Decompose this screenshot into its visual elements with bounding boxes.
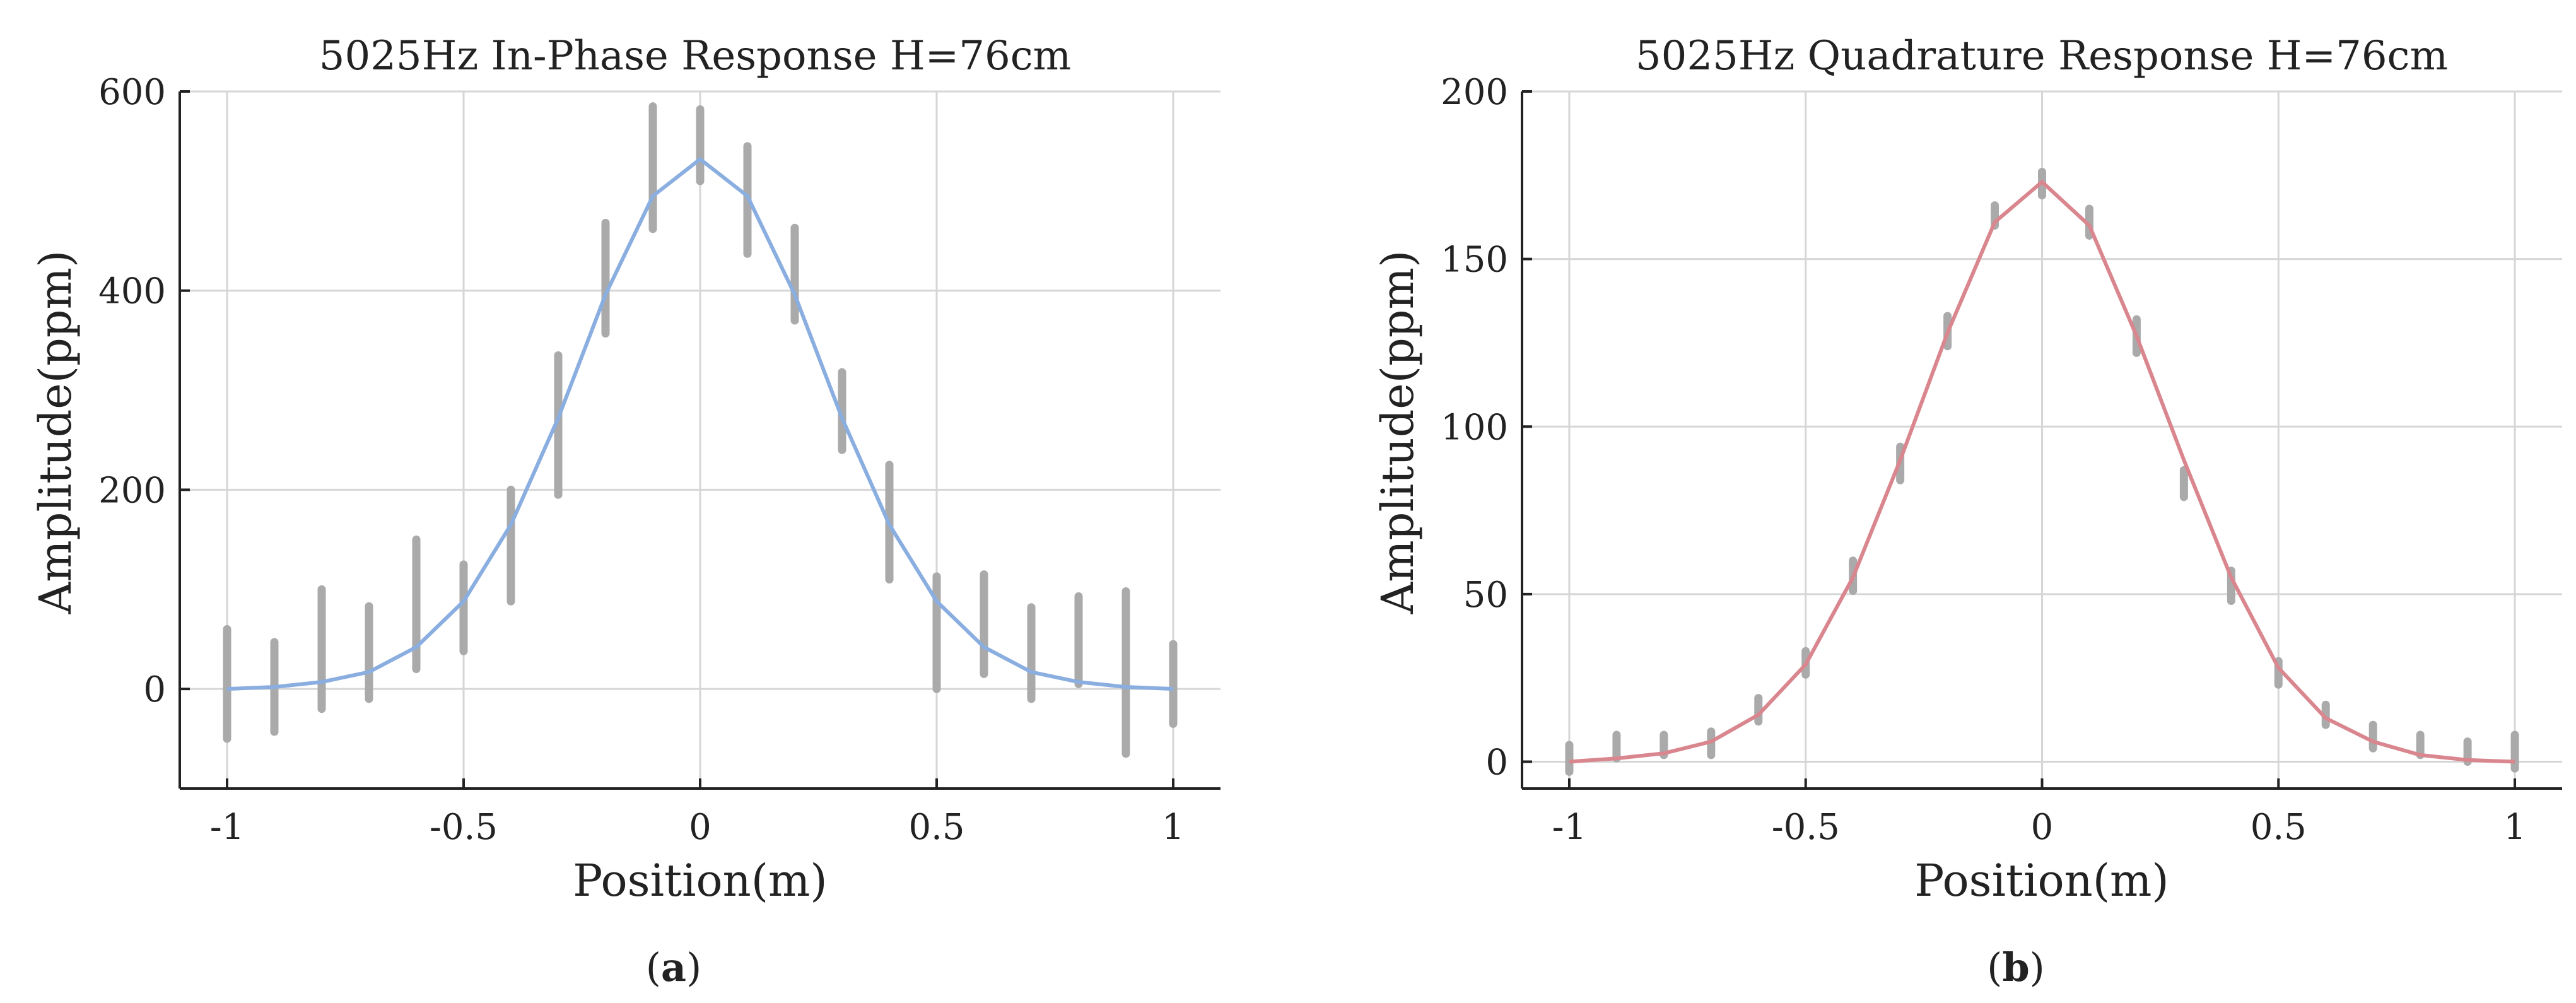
panel-a-tag-letter: a	[661, 944, 686, 990]
panel-a-y-ticks: 0 200 400 600	[98, 72, 190, 710]
x-tick-label: 0.5	[2251, 807, 2307, 848]
panel-b-gridlines	[1522, 90, 2562, 789]
panel-b-tag: (b)	[1987, 944, 2045, 990]
panel-b-x-axis-label: Position(m)	[1914, 855, 2169, 906]
x-tick-label: 1	[2503, 807, 2526, 848]
panel-a-series-line	[226, 156, 1174, 691]
panel-b-series-line	[1569, 179, 2515, 764]
x-tick-label: -0.5	[1772, 807, 1840, 848]
panel-b-y-axis-label: Amplitude(ppm)	[1372, 250, 1424, 615]
y-tick-label: 200	[1441, 72, 1508, 113]
x-tick-label: -0.5	[430, 807, 498, 848]
panel-b-x-ticks: -1 -0.5 0 0.5 1	[1552, 778, 2526, 848]
x-tick-label: 1	[1162, 807, 1185, 848]
x-tick-label: 0	[689, 807, 711, 848]
panel-b-tag-letter: b	[2002, 944, 2029, 990]
panel-a-x-axis-label: Position(m)	[573, 855, 827, 906]
panel-a-x-ticks: -1 -0.5 0 0.5 1	[210, 778, 1185, 848]
panel-b-y-ticks: 0 50 100 150 200	[1441, 72, 1532, 783]
x-tick-label: 0.5	[908, 807, 964, 848]
x-tick-label: -1	[210, 807, 245, 848]
panel-b-title: 5025Hz Quadrature Response H=76cm	[1636, 33, 2448, 79]
y-tick-label: 200	[98, 470, 166, 511]
panel-a-tag: (a)	[646, 944, 702, 990]
panel-a-y-axis-label: Amplitude(ppm)	[30, 250, 81, 615]
y-tick-label: 600	[98, 72, 166, 113]
panel-a-title: 5025Hz In-Phase Response H=76cm	[319, 33, 1071, 79]
x-tick-label: 0	[2031, 807, 2054, 848]
y-tick-label: 0	[1485, 742, 1508, 783]
panel-a-chart: 5025Hz In-Phase Response H=76cm -1 -0.5 0 0…	[30, 33, 1221, 990]
y-tick-label: 0	[143, 669, 166, 710]
x-tick-label: -1	[1552, 807, 1587, 848]
y-tick-label: 150	[1441, 240, 1508, 281]
panel-a-error-bars	[223, 102, 1178, 758]
y-tick-label: 400	[98, 271, 166, 312]
panel-b-chart: 5025Hz Quadrature Response H=76cm -1 -0.5…	[1372, 33, 2562, 990]
y-tick-label: 50	[1463, 575, 1508, 616]
y-tick-label: 100	[1441, 407, 1508, 448]
panel-a-gridlines	[180, 90, 1221, 789]
